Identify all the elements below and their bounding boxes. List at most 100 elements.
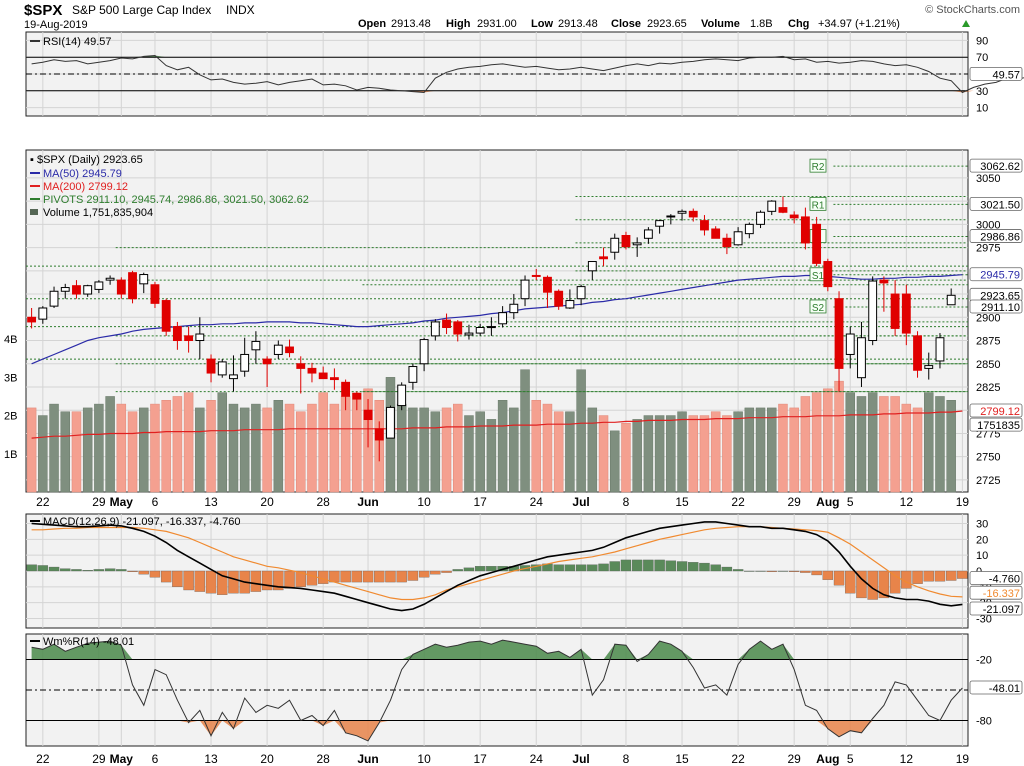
macd-histogram-bar xyxy=(26,564,37,572)
macd-histogram-bar xyxy=(923,570,934,582)
williams-r-current-value: -48.01 xyxy=(989,683,1020,695)
price-right-label-box xyxy=(969,267,1023,282)
volume-bar xyxy=(430,411,441,493)
williams-r-panel: -20 -80 -48.01 Wm%R(14) -48.01 xyxy=(25,633,1023,747)
macd-histogram-bar xyxy=(48,566,60,572)
price-right-label: 2923.65 xyxy=(980,290,1020,302)
volume-label: Volume xyxy=(701,18,740,30)
macd-histogram-bar xyxy=(833,570,845,586)
candle-body xyxy=(352,392,362,400)
ma200-line xyxy=(31,410,963,439)
volume-bar xyxy=(127,411,138,493)
price-tick-label: 2725 xyxy=(976,475,1000,487)
rsi-tick-label: 10 xyxy=(976,103,988,115)
pivot-tag-label: R1 xyxy=(812,200,825,211)
index-name: S&P 500 Large Cap Index xyxy=(72,3,211,17)
macd-histogram-bar xyxy=(777,570,789,572)
x-tick-label: 24 xyxy=(530,495,544,509)
volume-bar xyxy=(239,407,250,493)
macd-histogram-bar xyxy=(441,570,452,573)
exchange-label: INDX xyxy=(226,3,255,17)
x-tick-label: Jul xyxy=(572,495,589,509)
candle-body xyxy=(924,365,934,369)
macd-histogram-bar xyxy=(654,559,665,572)
chart-header: $SPX S&P 500 Large Cap Index INDX 19-Aug… xyxy=(24,2,1020,31)
candle-body xyxy=(60,287,70,292)
volume-bar xyxy=(49,403,59,493)
candle-body xyxy=(610,237,620,253)
macd-histogram-bar xyxy=(138,570,149,575)
volume-bar xyxy=(183,392,194,493)
volume-bar xyxy=(82,407,93,493)
volume-bar xyxy=(632,419,642,493)
macd-histogram-bar xyxy=(37,565,49,572)
volume-bar xyxy=(284,403,295,493)
volume-bar xyxy=(643,415,654,493)
candle-body xyxy=(285,346,294,354)
price-tick-label: 2975 xyxy=(976,243,1000,255)
x-tick-label: 22 xyxy=(731,752,745,766)
macd-histogram-value: -4.760 xyxy=(989,574,1020,586)
x-tick-label: May xyxy=(110,495,134,509)
volume-bar xyxy=(520,369,530,493)
chg-label: Chg xyxy=(788,18,809,30)
candle-body xyxy=(767,200,777,212)
macd-legend: MACD(12,26,9) -21.097, -16.337, -4.760 xyxy=(43,516,241,528)
volume-bar xyxy=(811,392,822,493)
x-tick-label: 5 xyxy=(847,752,854,766)
price-right-label: 3021.50 xyxy=(980,199,1020,211)
macd-histogram-bar xyxy=(676,561,688,572)
macd-histogram-bar xyxy=(744,570,755,572)
volume-bar xyxy=(856,396,867,493)
macd-histogram-bar xyxy=(295,570,306,587)
x-axis-bottom: 22 29 May 6 13 20 28 Jun 10 17 24 Jul 8 15 22 29 Aug 5 12 1… xyxy=(36,752,969,766)
williams-r-legend: Wm%R(14) -48.01 xyxy=(43,636,134,648)
open-label: Open xyxy=(358,18,386,30)
macd-histogram-bar xyxy=(688,562,699,572)
x-tick-label: 19 xyxy=(956,495,970,509)
candle-body xyxy=(778,207,788,213)
candle-body xyxy=(363,409,373,421)
williams-r-oversold-fill xyxy=(334,720,391,741)
x-tick-label: 6 xyxy=(152,752,159,766)
volume-bar xyxy=(879,396,889,493)
volume-bar xyxy=(419,407,429,493)
x-tick-label: 15 xyxy=(675,495,689,509)
volume-bar xyxy=(789,407,799,493)
volume-bar xyxy=(172,396,183,493)
macd-histogram-bar xyxy=(104,568,116,572)
rsi-tick-label: 30 xyxy=(976,86,988,98)
volume-tick-label: 3B xyxy=(4,372,17,384)
x-tick-label: Aug xyxy=(816,495,839,509)
volume-bar xyxy=(553,411,564,493)
macd-histogram-bar xyxy=(800,570,811,573)
candle-body xyxy=(442,319,451,329)
candle-body xyxy=(800,216,810,244)
volume-legend-icon xyxy=(30,209,38,215)
low-value: 2913.48 xyxy=(558,18,598,30)
candle-body xyxy=(161,300,171,332)
candle-body xyxy=(935,337,945,362)
candle-body xyxy=(206,358,216,374)
williams-r-oversold-fill xyxy=(222,720,245,729)
x-tick-label: 8 xyxy=(623,752,630,766)
volume-bar xyxy=(935,396,945,493)
candle-body xyxy=(565,300,575,309)
williams-r-tick-label: -80 xyxy=(976,716,992,728)
volume-bar xyxy=(755,407,766,493)
macd-histogram-bar xyxy=(407,570,419,581)
candle-body xyxy=(789,214,799,219)
volume-bar xyxy=(408,407,418,493)
williams-r-overbought-fill xyxy=(603,644,638,660)
macd-signal-value-box xyxy=(969,585,1023,600)
volume-legend: Volume 1,751,835,904 xyxy=(43,207,153,219)
price-right-label: 2945.79 xyxy=(980,270,1020,282)
volume-bar xyxy=(150,403,160,493)
up-arrow-icon xyxy=(962,20,970,27)
pivot-tag-label: S2 xyxy=(812,303,825,314)
macd-histogram-bar xyxy=(362,570,374,583)
x-tick-label: 19 xyxy=(956,752,970,766)
williams-r-overbought-fill xyxy=(31,641,133,660)
x-tick-label: Jul xyxy=(572,752,589,766)
